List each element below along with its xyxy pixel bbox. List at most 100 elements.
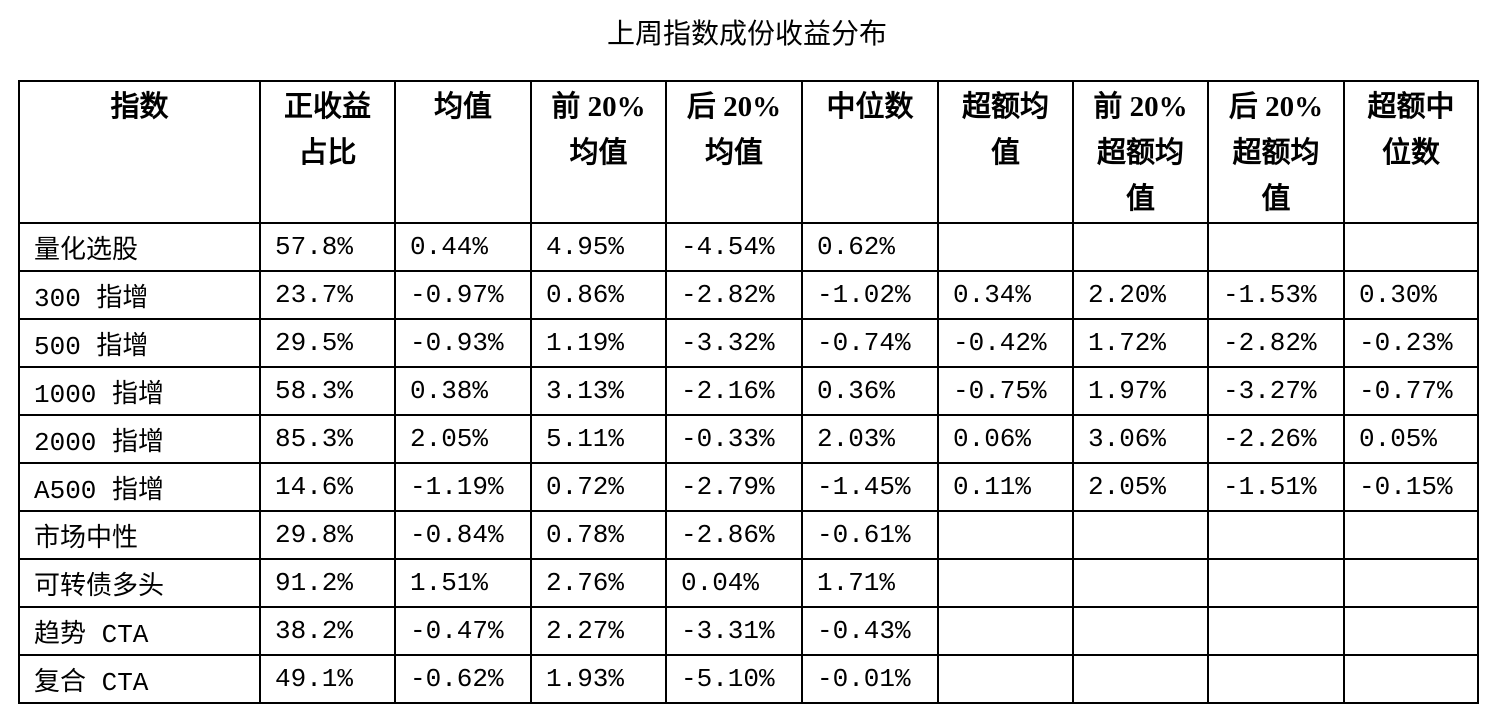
data-cell: -2.86% [665, 510, 803, 560]
data-cell: -0.62% [394, 654, 532, 704]
data-cell: 58.3% [259, 366, 396, 416]
empty-cell [1343, 654, 1479, 704]
data-cell: 3.13% [530, 366, 667, 416]
data-cell: -0.01% [801, 654, 939, 704]
data-cell: 0.04% [665, 558, 803, 608]
data-cell: 1.72% [1072, 318, 1209, 368]
data-cell: 0.36% [801, 366, 939, 416]
header-cell: 指数 [18, 80, 261, 224]
header-line: 指数 [110, 91, 169, 123]
data-row: 2000 指增 85.3% 2.05% 5.11% -0.33% 2.03% 0.06% 3.… [18, 414, 1479, 464]
header-line: 后 20% [1228, 91, 1324, 123]
data-cell: -5.10% [665, 654, 803, 704]
row-label: 市场中性 [18, 510, 261, 560]
header-cell: 后 20% 超额均值 [1207, 80, 1345, 224]
table: 指数 正收益 占比 均值前 20% 均值后 20% 均值 中位数 超额均值前 20% 超额均值后… [18, 80, 1479, 704]
data-row: 复合 CTA 49.1% -0.62% 1.93% -5.10% -0.01% [18, 654, 1479, 704]
data-cell: -0.15% [1343, 462, 1479, 512]
data-cell: 2.03% [801, 414, 939, 464]
data-cell: -0.84% [394, 510, 532, 560]
data-cell: -0.33% [665, 414, 803, 464]
header-cell: 超额均值 [937, 80, 1074, 224]
data-cell: 0.86% [530, 270, 667, 320]
row-label: 500 指增 [18, 318, 261, 368]
data-cell: 0.06% [937, 414, 1074, 464]
data-cell: 0.11% [937, 462, 1074, 512]
data-cell: 29.5% [259, 318, 396, 368]
data-cell: -0.75% [937, 366, 1074, 416]
header-line: 占比 [298, 137, 357, 169]
data-cell: -0.93% [394, 318, 532, 368]
header-line: 值 [1125, 183, 1155, 215]
header-line: 位数 [1381, 137, 1440, 169]
data-cell: 49.1% [259, 654, 396, 704]
row-label: 1000 指增 [18, 366, 261, 416]
data-cell: 2.05% [394, 414, 532, 464]
row-label: 2000 指增 [18, 414, 261, 464]
data-cell: 0.78% [530, 510, 667, 560]
data-row: A500 指增 14.6% -1.19% 0.72% -2.79% -1.45% 0.11%… [18, 462, 1479, 512]
empty-cell [937, 606, 1074, 656]
data-cell: -0.97% [394, 270, 532, 320]
data-cell: -0.23% [1343, 318, 1479, 368]
data-cell: -2.82% [665, 270, 803, 320]
data-row: 1000 指增 58.3% 0.38% 3.13% -2.16% 0.36% -0.75% 1… [18, 366, 1479, 416]
row-label: 复合 CTA [18, 654, 261, 704]
header-line: 值 [990, 137, 1020, 169]
header-cell: 前 20% 均值 [530, 80, 667, 224]
row-label: 可转债多头 [18, 558, 261, 608]
data-cell: 2.27% [530, 606, 667, 656]
row-label: A500 指增 [18, 462, 261, 512]
empty-cell [1207, 222, 1345, 272]
header-cell: 中位数 [801, 80, 939, 224]
empty-cell [1072, 558, 1209, 608]
header-line: 值 [1261, 183, 1291, 215]
data-cell: 0.72% [530, 462, 667, 512]
empty-cell [937, 654, 1074, 704]
data-cell: -0.43% [801, 606, 939, 656]
data-cell: -1.53% [1207, 270, 1345, 320]
data-cell: 5.11% [530, 414, 667, 464]
data-cell: 2.20% [1072, 270, 1209, 320]
data-row: 500 指增 29.5% -0.93% 1.19% -3.32% -0.74% -0.42%… [18, 318, 1479, 368]
data-cell: 23.7% [259, 270, 396, 320]
header-line: 均值 [704, 137, 763, 169]
data-cell: 1.19% [530, 318, 667, 368]
empty-cell [1072, 510, 1209, 560]
data-cell: 0.05% [1343, 414, 1479, 464]
data-row: 市场中性 29.8% -0.84% 0.78% -2.86% -0.61% [18, 510, 1479, 560]
header-cell: 超额中 位数 [1343, 80, 1479, 224]
header-line: 中位数 [826, 91, 914, 123]
data-cell: -2.26% [1207, 414, 1345, 464]
data-row: 量化选股 57.8% 0.44% 4.95% -4.54% 0.62% [18, 222, 1479, 272]
data-cell: -0.74% [801, 318, 939, 368]
empty-cell [937, 510, 1074, 560]
data-cell: 0.62% [801, 222, 939, 272]
data-cell: 0.38% [394, 366, 532, 416]
data-cell: 57.8% [259, 222, 396, 272]
empty-cell [937, 558, 1074, 608]
empty-cell [1343, 222, 1479, 272]
data-cell: -2.16% [665, 366, 803, 416]
empty-cell [1207, 606, 1345, 656]
data-cell: 38.2% [259, 606, 396, 656]
empty-cell [1343, 606, 1479, 656]
header-line: 超额均 [1232, 137, 1320, 169]
data-cell: 4.95% [530, 222, 667, 272]
header-line: 均值 [569, 137, 628, 169]
empty-cell [1207, 654, 1345, 704]
data-cell: -2.82% [1207, 318, 1345, 368]
data-cell: 85.3% [259, 414, 396, 464]
data-cell: 1.51% [394, 558, 532, 608]
data-cell: 1.97% [1072, 366, 1209, 416]
data-cell: 3.06% [1072, 414, 1209, 464]
data-cell: 2.05% [1072, 462, 1209, 512]
data-cell: 14.6% [259, 462, 396, 512]
data-cell: -1.51% [1207, 462, 1345, 512]
empty-cell [1207, 558, 1345, 608]
data-cell: -0.61% [801, 510, 939, 560]
data-cell: 0.44% [394, 222, 532, 272]
header-cell: 均值 [394, 80, 532, 224]
empty-cell [1072, 606, 1209, 656]
